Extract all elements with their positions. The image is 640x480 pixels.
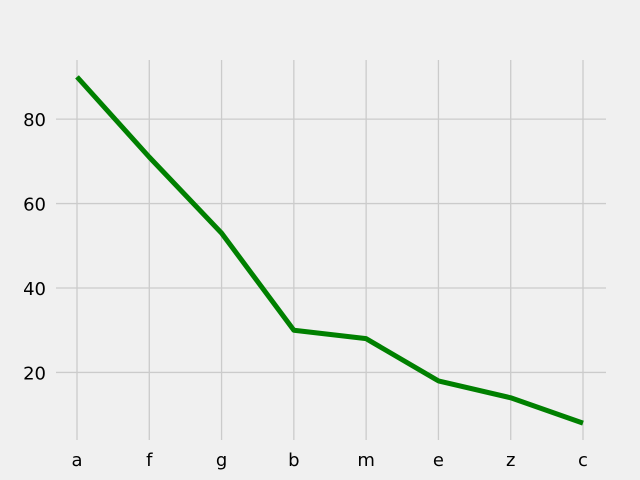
x-tick-label-m: m: [357, 450, 375, 471]
x-tick-label-f: f: [146, 450, 153, 471]
y-axis-tick-labels: 20 40 60 80: [23, 110, 46, 384]
x-tick-label-g: g: [216, 450, 227, 471]
grid: [56, 60, 606, 440]
y-tick-label-80: 80: [23, 110, 46, 131]
x-tick-label-c: c: [578, 450, 588, 471]
x-tick-label-z: z: [506, 450, 515, 471]
series-line-0: [75, 75, 584, 426]
x-tick-label-e: e: [433, 450, 444, 471]
series-layer: [75, 75, 584, 426]
y-tick-label-60: 60: [23, 195, 46, 216]
x-tick-label-b: b: [288, 450, 299, 471]
y-tick-label-40: 40: [23, 279, 46, 300]
x-tick-label-a: a: [71, 450, 82, 471]
y-tick-label-20: 20: [23, 363, 46, 384]
